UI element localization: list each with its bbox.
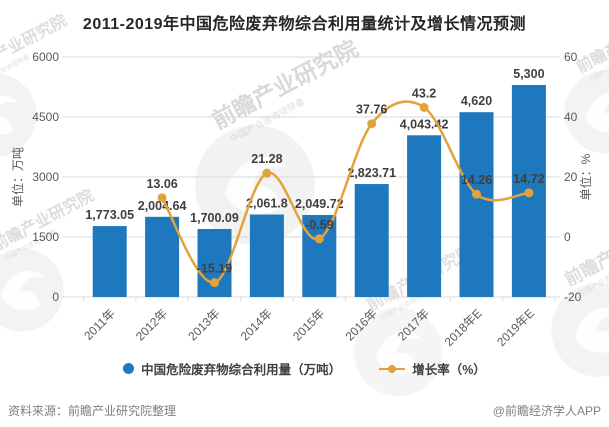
bar-series-label: 中国危险废弃物综合利用量（万吨） xyxy=(141,363,342,377)
x-axis-label: 2013年 xyxy=(185,306,222,343)
x-axis-label: 2015年 xyxy=(290,306,327,343)
bar xyxy=(302,215,337,297)
bar-value-label: 4,620 xyxy=(461,94,492,108)
bar-value-label: 1,700.09 xyxy=(190,211,239,225)
line-marker-point xyxy=(524,188,534,198)
legend-item-utilization: 中国危险废弃物综合利用量（万吨） xyxy=(123,359,341,378)
right-axis-tick: 20 xyxy=(564,170,578,184)
x-axis-label: 2019年E xyxy=(494,306,537,349)
line-value-label: -0.59 xyxy=(305,218,334,232)
left-axis-tick: 1500 xyxy=(32,230,59,244)
legend-item-growth-rate: 增长率（%） xyxy=(379,359,486,378)
bar xyxy=(354,184,389,297)
right-axis-tick: 40 xyxy=(564,110,578,124)
right-axis-title: 单位：% xyxy=(578,153,593,200)
brand-credit: @前瞻经济学人APP xyxy=(492,404,601,418)
bar xyxy=(92,226,127,297)
line-value-label: -15.19 xyxy=(197,262,232,276)
legend: 中国危险废弃物综合利用量（万吨） 增长率（%） xyxy=(0,359,609,378)
right-axis-tick: -20 xyxy=(564,290,582,304)
footer: 资料来源：前瞻产业研究院整理 @前瞻经济学人APP xyxy=(8,402,601,419)
line-marker-point xyxy=(419,102,429,112)
x-axis-label: 2014年 xyxy=(238,306,275,343)
bar-value-label: 2,061.8 xyxy=(246,197,288,211)
left-axis-tick: 0 xyxy=(52,290,59,304)
left-axis-tick: 4500 xyxy=(32,110,59,124)
right-axis-tick: 0 xyxy=(564,230,571,244)
right-axis-tick: 60 xyxy=(564,50,578,64)
bar xyxy=(249,214,284,297)
line-value-label: 14.72 xyxy=(513,172,544,186)
left-axis-tick: 6000 xyxy=(32,50,59,64)
line-value-label: 13.06 xyxy=(146,177,177,191)
line-marker-point xyxy=(210,278,219,288)
line-series-marker-icon xyxy=(379,364,406,373)
line-marker-point xyxy=(157,193,167,203)
bar-value-label: 1,773.05 xyxy=(85,208,134,222)
line-series: 13.06 -15.19 21.28 -0.59 37.76 43.2 14.26 14.72 xyxy=(146,86,545,288)
watermark-text: 前瞻产业研究院 xyxy=(208,35,362,134)
line-value-label: 43.2 xyxy=(412,86,436,100)
source-note: 资料来源：前瞻产业研究院整理 xyxy=(8,404,177,418)
line-marker-point xyxy=(367,119,377,129)
bar-series-marker-icon xyxy=(123,363,135,374)
bar xyxy=(407,135,442,297)
chart-title: 2011-2019年中国危险废弃物综合利用量统计及增长情况预测 xyxy=(82,16,527,33)
line-marker-point xyxy=(314,234,324,244)
bar-series: 1,773.05 2,004.641,700.09 2,061.8 2,049.72 2… xyxy=(85,67,546,297)
left-axis-tick: 3000 xyxy=(32,170,59,184)
bar xyxy=(459,112,494,297)
line-value-label: 21.28 xyxy=(251,152,282,166)
bar-value-label: 2,823.71 xyxy=(347,166,396,180)
x-axis-label: 2012年 xyxy=(133,306,170,343)
watermark-text: 前瞻产业研究院 xyxy=(573,7,609,76)
line-marker-point xyxy=(472,189,481,199)
line-marker-point xyxy=(262,168,272,178)
bar-value-label: 2,049.72 xyxy=(295,197,344,211)
bar-value-label: 2,004.64 xyxy=(138,199,187,213)
line-series-label: 增长率（%） xyxy=(412,363,486,377)
left-axis-title: 单位：万吨 xyxy=(10,147,25,207)
bar-value-label: 5,300 xyxy=(513,67,544,81)
x-axis-label: 2011年 xyxy=(81,306,118,343)
line-value-label: 37.76 xyxy=(356,103,387,117)
x-axis-label: 2018年E xyxy=(442,306,485,349)
line-value-label: 14.26 xyxy=(461,173,492,187)
bar xyxy=(145,216,180,297)
